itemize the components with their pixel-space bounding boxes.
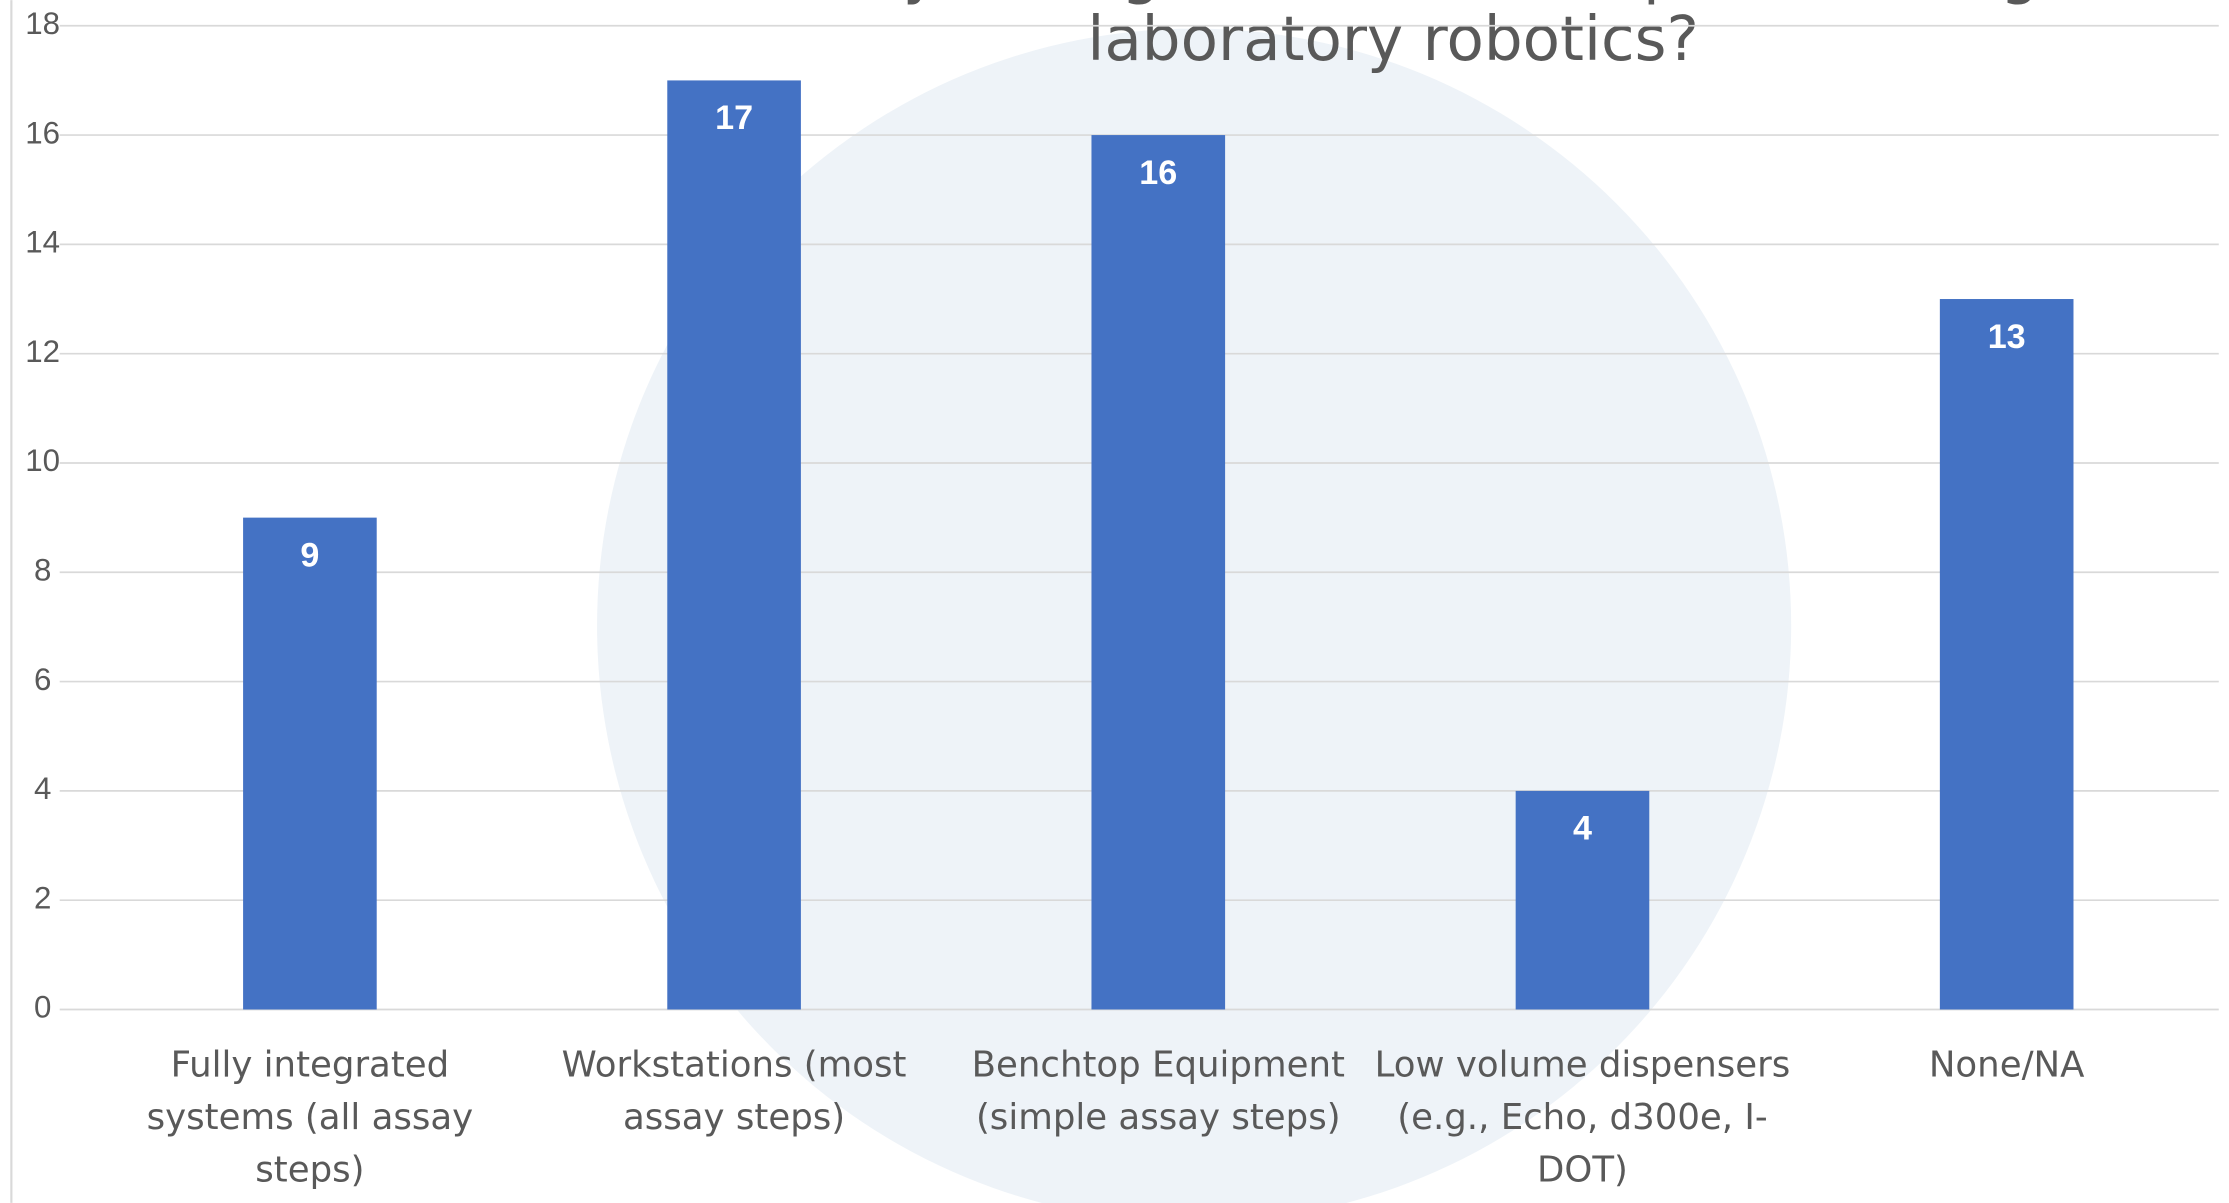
y-tick-label: 2 <box>34 880 51 915</box>
x-tick-label: Benchtop Equipment (simple assay steps) <box>971 1043 1345 1138</box>
x-tick-box: Low volume dispensers (e.g., Echo, d300e… <box>1374 1043 1791 1191</box>
value-label: 4 <box>1573 810 1592 848</box>
y-tick-label: 12 <box>25 334 60 369</box>
y-tick-label: 6 <box>34 662 51 697</box>
value-label: 9 <box>300 536 319 574</box>
bar <box>243 517 377 1010</box>
y-tick-label: 18 <box>25 6 60 41</box>
x-tick-label: None/NA <box>1928 1043 2085 1085</box>
title-box: 5.1 Does your organization use liquid ha… <box>613 0 2173 76</box>
bar <box>1515 790 1650 1010</box>
y-tick-label: 16 <box>25 115 60 150</box>
x-tick-box: Workstations (most assay steps) <box>561 1043 907 1138</box>
bar <box>1939 299 2074 1010</box>
x-tick-label: Low volume dispensers (e.g., Echo, d300e… <box>1374 1043 1791 1191</box>
x-tick-box: None/NA <box>1928 1043 2085 1085</box>
value-label: 13 <box>1988 318 2026 356</box>
chart-title: 5.1 Does your organization use liquid ha… <box>613 0 2173 76</box>
y-tick-label: 10 <box>25 443 60 478</box>
bar <box>667 80 801 1010</box>
bar <box>1091 135 1226 1010</box>
value-label: 17 <box>715 99 753 137</box>
y-tick-label: 14 <box>25 225 60 260</box>
x-tick-box: Fully integrated systems (all assay step… <box>146 1043 474 1191</box>
value-label: 16 <box>1139 154 1177 192</box>
x-tick-label: Fully integrated systems (all assay step… <box>146 1043 474 1191</box>
y-tick-label: 0 <box>34 990 51 1025</box>
x-tick-box: Benchtop Equipment (simple assay steps) <box>971 1043 1345 1138</box>
y-tick-label: 4 <box>34 771 51 806</box>
y-tick-label: 8 <box>34 553 51 588</box>
x-tick-label: Workstations (most assay steps) <box>561 1043 907 1138</box>
